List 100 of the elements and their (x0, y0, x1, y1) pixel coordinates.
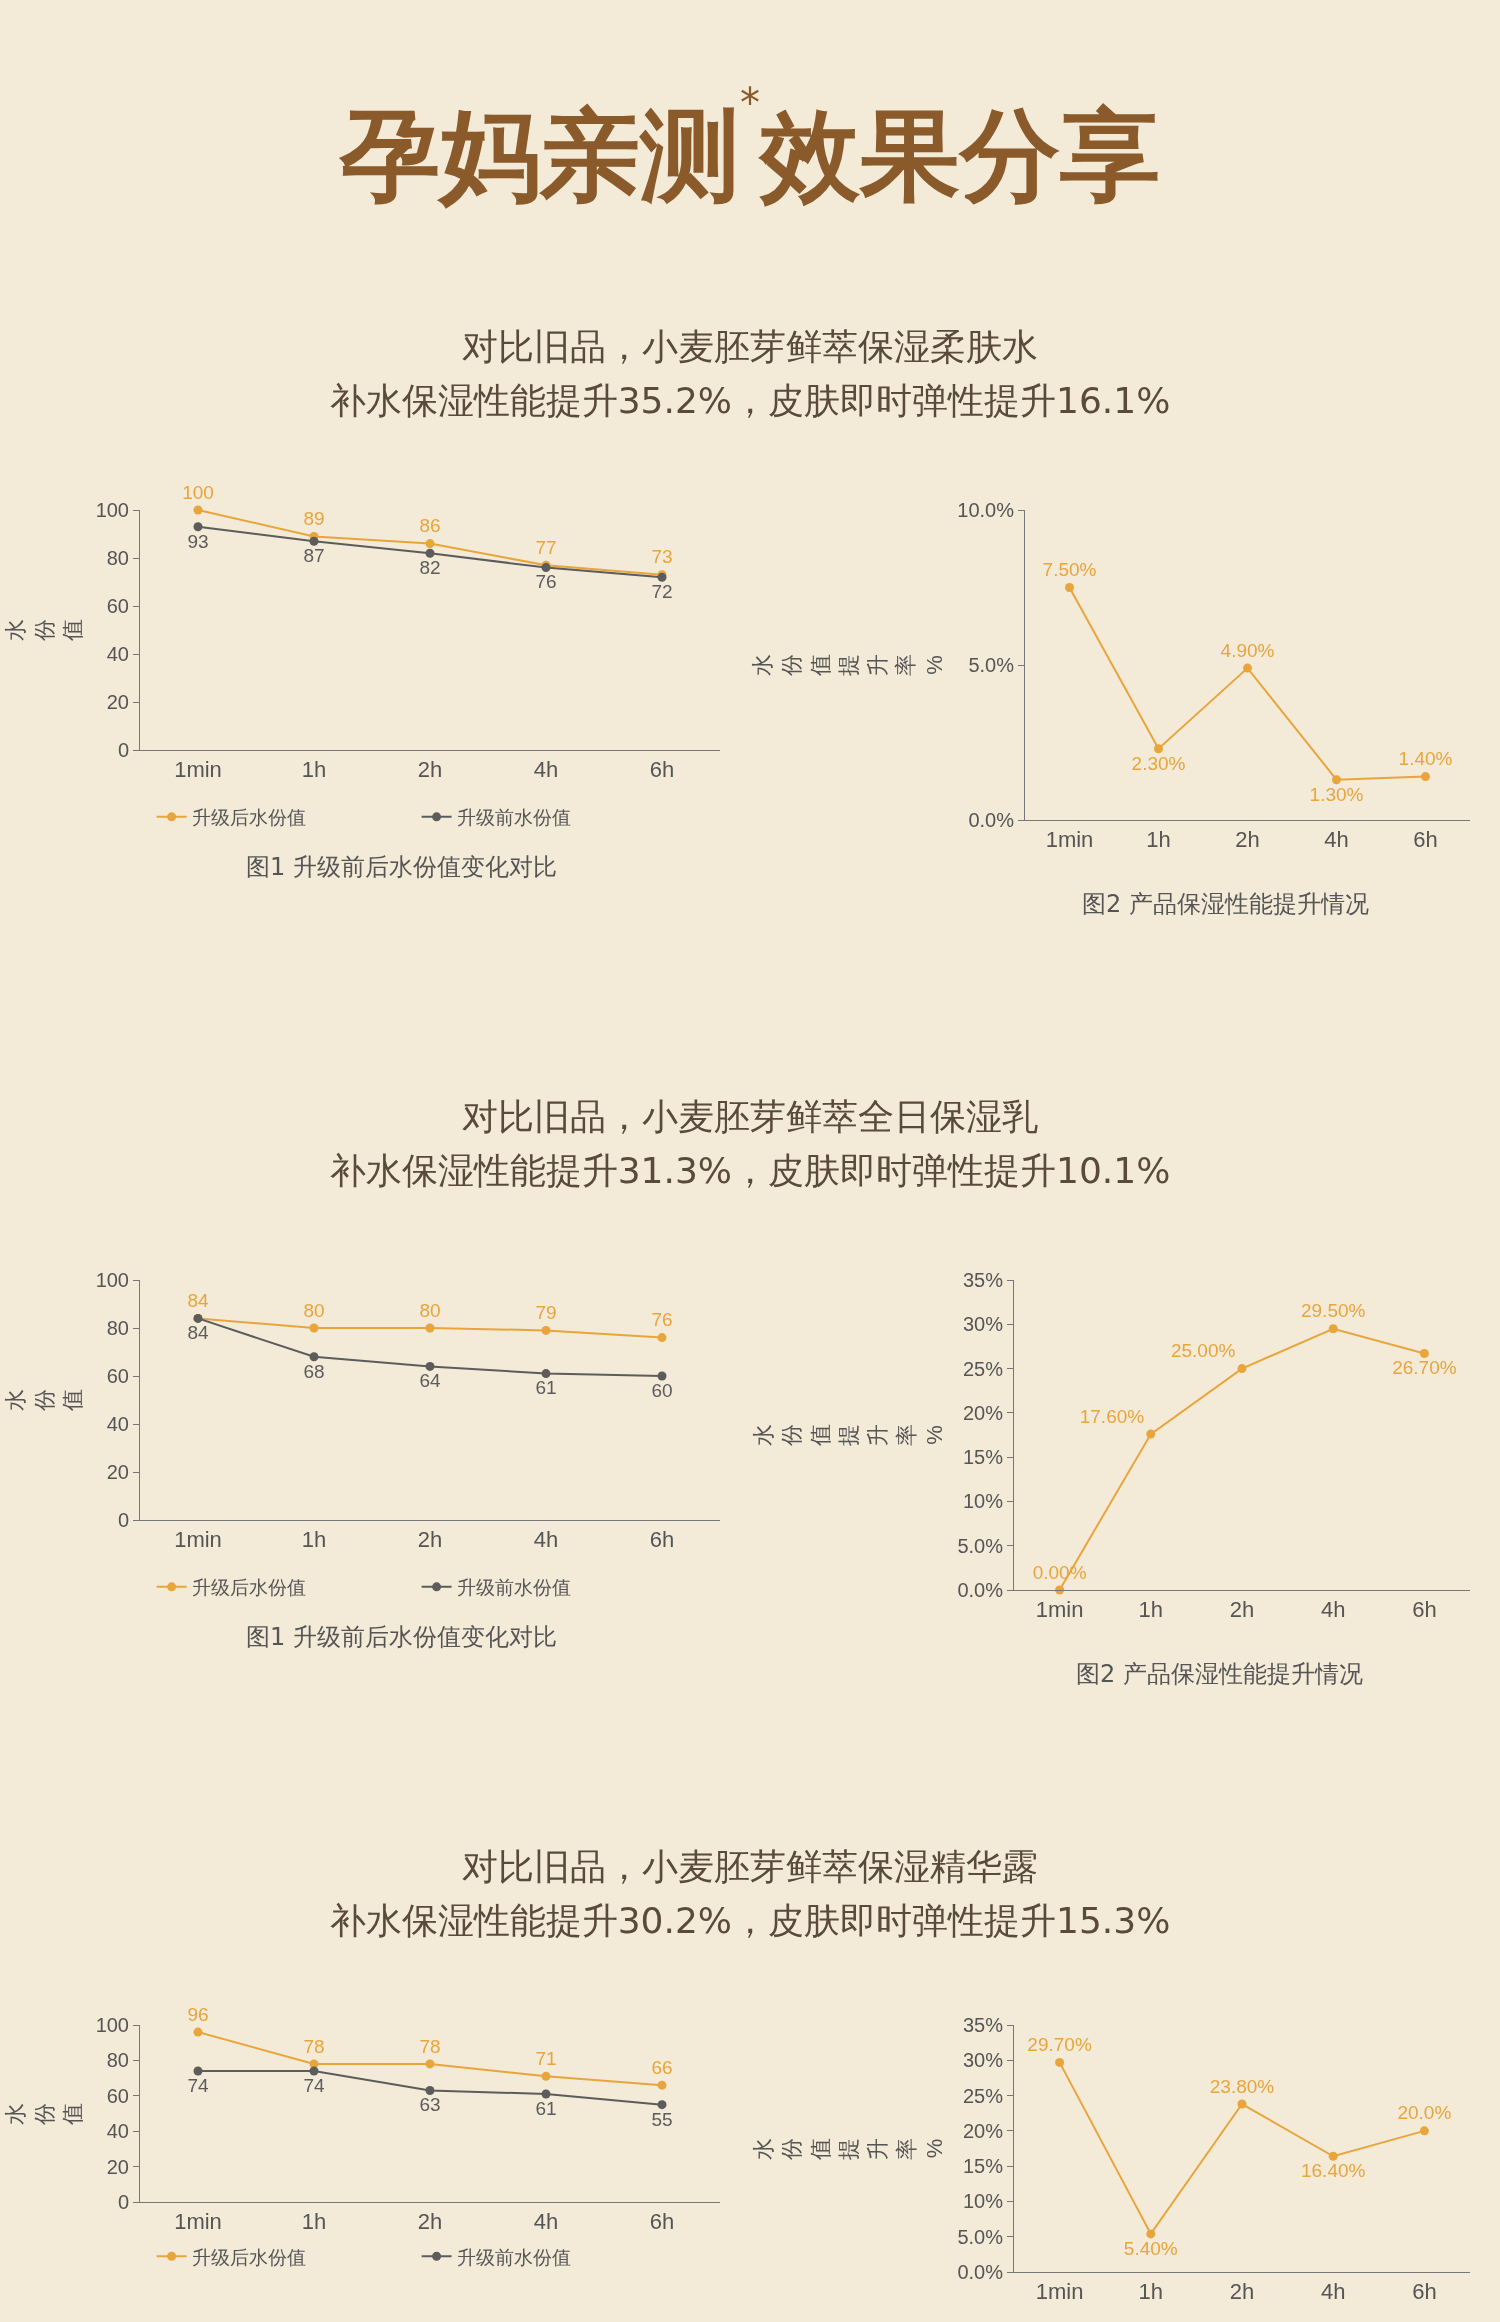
point (541, 1325, 551, 1335)
x-tick-label: 4h (1324, 827, 1349, 853)
x-tick-label: 1min (174, 1527, 222, 1553)
data-label: 29.50% (1300, 1300, 1366, 1322)
data-label: 64 (419, 1370, 441, 1392)
x-tick-label: 1h (301, 1527, 327, 1553)
chart-subtitle: 补水保湿性能提升35.2%，皮肤即时弹性提升16.1% (328, 379, 1172, 423)
point (425, 1361, 435, 1371)
x-tick-label: 4h (533, 1527, 559, 1553)
legend-label: 升级前水份值 (456, 1577, 571, 1599)
point (1332, 775, 1341, 785)
y-tick-label: 35% (962, 2014, 1004, 2036)
legend-label: 升级前水份值 (456, 807, 571, 829)
x-tick-label: 1min (174, 2209, 222, 2235)
legend-label: 升级后水份值 (191, 2246, 306, 2268)
data-label: 78 (303, 2035, 325, 2057)
y-axis-title: 水份值 (3, 619, 86, 641)
x-tick-label: 2h (1235, 827, 1260, 853)
x-tick-label: 2h (417, 1527, 443, 1553)
point (309, 1323, 319, 1333)
point (1328, 2151, 1338, 2161)
y-axis-title: 水份值提升率% (750, 2137, 948, 2160)
caption: 图2 产品保湿性能提升情况 (1082, 890, 1369, 918)
data-label: 89 (303, 508, 325, 530)
point (1328, 1324, 1338, 1334)
legend-label: 升级后水份值 (191, 807, 306, 829)
data-label: 84 (187, 1290, 209, 1312)
data-label: 93 (187, 530, 209, 552)
y-tick-label: 20% (962, 2119, 1004, 2142)
data-label: 1.30% (1309, 783, 1364, 805)
y-tick-label: 80 (106, 2049, 129, 2072)
point (657, 2100, 667, 2110)
data-label: 68 (303, 1360, 325, 1382)
y-tick-label: 10% (962, 1490, 1004, 1513)
x-tick-label: 2h (1229, 1597, 1255, 1623)
y-tick-label: 5.0% (968, 654, 1015, 676)
point (541, 1369, 551, 1379)
data-label: 2.30% (1131, 752, 1186, 774)
data-label: 86 (419, 515, 441, 537)
caption: 图2 产品保湿性能提升情况 (1076, 1660, 1363, 1688)
data-label: 78 (419, 2035, 441, 2057)
text: 孕妈亲测$^{*}$效果分享 (338, 80, 1161, 216)
y-tick-label: 60 (106, 1365, 129, 1387)
point (1065, 583, 1074, 592)
data-label: 100 (182, 481, 214, 503)
chart-subtitle: 补水保湿性能提升31.3%，皮肤即时弹性提升10.1% (328, 1149, 1172, 1193)
data-label: 73 (651, 546, 673, 568)
data-label: 66 (651, 2056, 673, 2078)
y-tick-label: 25% (962, 1357, 1004, 1380)
data-label: 74 (303, 2074, 325, 2096)
data-label: 17.60% (1079, 1405, 1145, 1427)
y-tick-label: 30% (962, 1313, 1004, 1336)
y-tick-label: 40 (106, 643, 129, 665)
y-tick-label: 5.0% (957, 2225, 1004, 2248)
x-tick-label: 4h (533, 757, 559, 783)
legend-label: 升级前水份值 (456, 2246, 571, 2268)
data-label: 25.00% (1170, 1340, 1236, 1362)
chart-subtitle: 补水保湿性能提升30.2%，皮肤即时弹性提升15.3% (328, 1899, 1172, 1943)
y-tick-label: 15% (962, 2155, 1004, 2178)
y-tick-label: 80 (106, 1317, 129, 1339)
point (425, 539, 435, 549)
point (1237, 2099, 1247, 2109)
data-label: 23.80% (1209, 2075, 1275, 2097)
data-label: 76 (535, 571, 557, 593)
data-label: 84 (187, 1322, 209, 1344)
y-tick-label: 20 (106, 691, 129, 713)
y-axis-title: 水份值 (3, 2102, 86, 2125)
x-tick-label: 6h (649, 2209, 675, 2235)
data-label: 80 (303, 1299, 325, 1321)
y-tick-label: 0.0% (957, 1579, 1004, 1601)
data-label: 1.40% (1398, 748, 1453, 770)
data-label: 26.70% (1392, 1357, 1457, 1379)
point (541, 2071, 551, 2081)
x-tick-label: 1h (1138, 1597, 1164, 1623)
data-label: 87 (303, 545, 325, 567)
data-label: 60 (651, 1379, 673, 1401)
y-tick-label: 0.0% (968, 809, 1015, 831)
point (193, 522, 203, 532)
x-tick-label: 1min (1045, 827, 1094, 853)
x-tick-label: 4h (1320, 1597, 1346, 1623)
chart-title: 对比旧品，小麦胚芽鲜萃全日保湿乳 (461, 1095, 1039, 1139)
point (1421, 772, 1430, 782)
y-tick-label: 80 (106, 547, 129, 569)
x-tick-label: 6h (1412, 1597, 1437, 1623)
chart-title: 对比旧品，小麦胚芽鲜萃保湿精华露 (461, 1845, 1039, 1889)
y-tick-label: 100 (95, 2014, 129, 2036)
y-tick-label: 0 (117, 739, 129, 761)
caption: 图1 升级前后水份值变化对比 (246, 853, 557, 881)
x-tick-label: 1min (1035, 2279, 1084, 2305)
data-label: 72 (651, 581, 673, 603)
point (1243, 663, 1252, 673)
y-tick-label: 40 (106, 2120, 129, 2143)
point (1146, 2229, 1156, 2239)
y-tick-label: 30% (962, 2049, 1004, 2072)
y-tick-label: 100 (95, 1269, 129, 1291)
point (193, 2066, 203, 2076)
y-tick-label: 35% (962, 1269, 1004, 1291)
point (1237, 1364, 1247, 1374)
data-label: 80 (419, 1299, 441, 1321)
data-label: 61 (535, 1377, 557, 1399)
